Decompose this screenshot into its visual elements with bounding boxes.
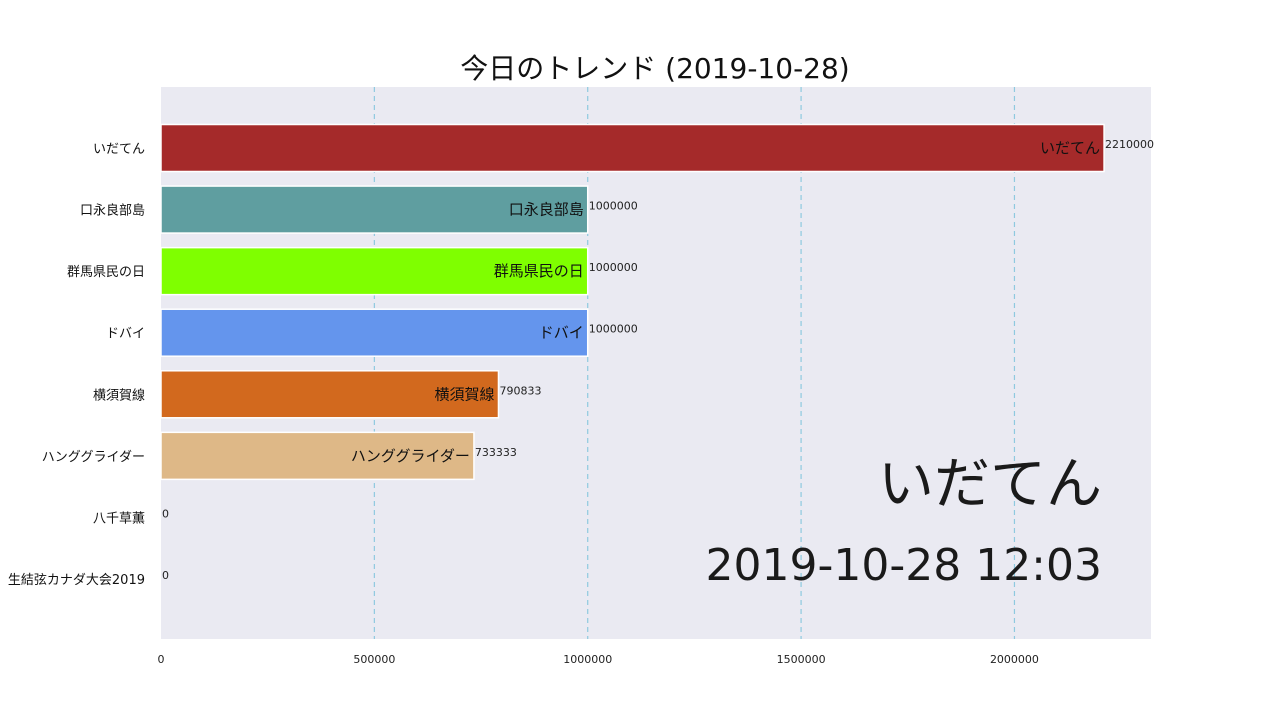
category-label: 横須賀線 <box>93 387 145 403</box>
category-label: 生結弦カナダ大会2019 <box>8 572 145 588</box>
bar <box>160 185 589 234</box>
category-label: いだてん <box>93 142 145 157</box>
category-label: 群馬県民の日 <box>67 265 145 280</box>
category-label: ドバイ <box>106 327 145 342</box>
category-label: 口永良部島 <box>80 203 145 219</box>
bar-inner-label: ドバイ <box>539 324 584 342</box>
bar-value-label: 1000000 <box>589 261 638 274</box>
x-tick-label: 1000000 <box>563 653 612 666</box>
plot-background <box>161 87 1151 639</box>
bar-inner-label: 群馬県民の日 <box>494 262 584 280</box>
bar <box>160 370 500 419</box>
bar <box>160 123 1105 173</box>
chart-title: 今日のトレンド (2019-10-28) <box>460 52 849 85</box>
bar-value-label: 0 <box>162 569 169 582</box>
category-label: 八千草薫 <box>93 511 145 526</box>
bar-value-label: 0 <box>162 507 169 520</box>
bar-inner-label: ハンググライダー <box>351 447 470 465</box>
bar <box>160 431 475 481</box>
grid-layer <box>373 87 1016 639</box>
bar-value-label: 790833 <box>499 384 541 397</box>
bars-layer <box>160 123 1105 481</box>
bar <box>160 308 589 357</box>
bar-inner-label: 横須賀線 <box>434 385 494 403</box>
x-axis-ticks: 0 500000 1000000 1500000 2000000 <box>158 653 1039 666</box>
bar-inner-label: いだてん <box>1040 139 1100 157</box>
x-tick-label: 0 <box>158 653 165 666</box>
bar-value-label: 1000000 <box>589 200 638 213</box>
bar-value-label: 2210000 <box>1105 138 1154 151</box>
x-tick-label: 2000000 <box>990 653 1039 666</box>
bar <box>160 246 589 296</box>
leader-label: いだてん <box>878 452 1102 517</box>
bar-value-label: 1000000 <box>589 323 638 336</box>
bar-value-label: 733333 <box>475 446 517 459</box>
timestamp-label: 2019-10-28 12:03 <box>706 540 1103 591</box>
x-tick-label: 1500000 <box>777 653 826 666</box>
bar-inner-label: 口永良部島 <box>509 201 584 219</box>
x-tick-label: 500000 <box>353 653 395 666</box>
category-label: ハンググライダー <box>42 450 145 465</box>
